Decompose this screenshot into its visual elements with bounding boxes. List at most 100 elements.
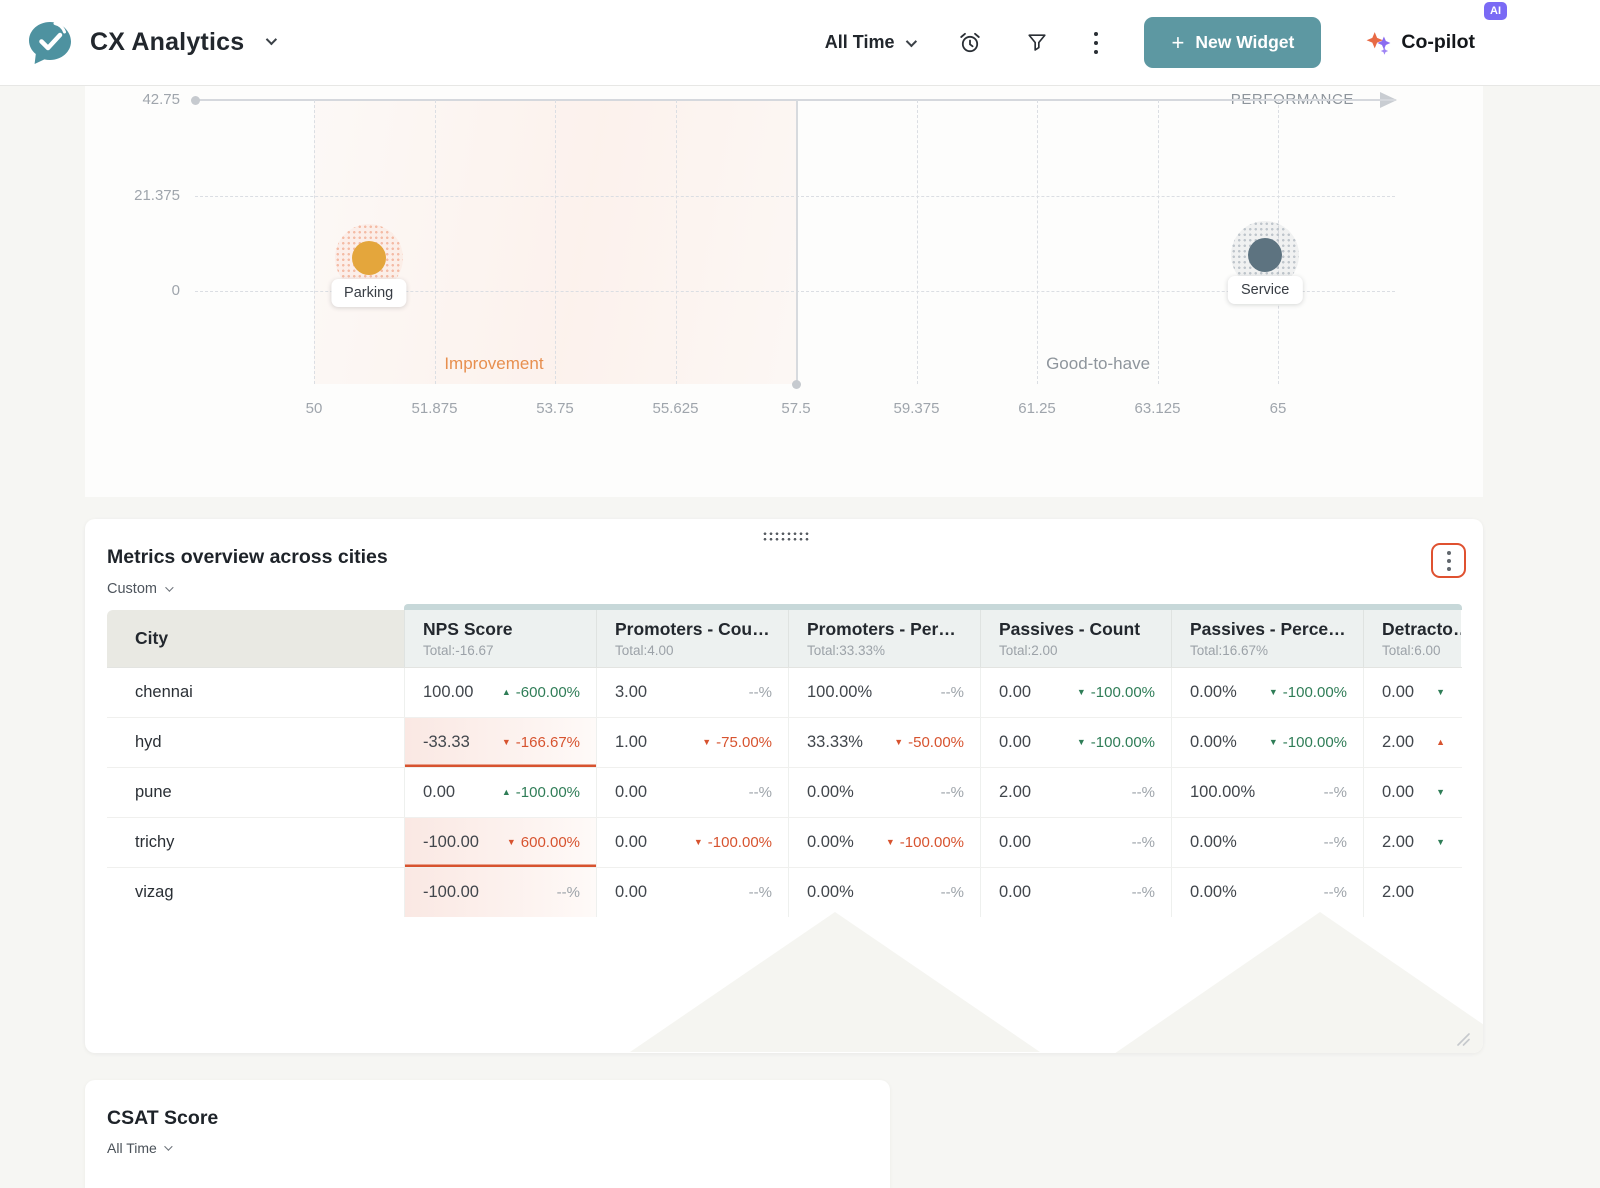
metric-delta: --% xyxy=(1131,884,1155,901)
table-header-row: City NPS Score Total:-16.67 Promoters - Cou… xyxy=(107,610,1462,668)
metric-cell: 100.00% --% xyxy=(1171,768,1363,817)
table-row[interactable]: pune 0.00 ▲ -100.00% 0.00 --% 0.00% --% 2.00 --% 1… xyxy=(107,768,1462,818)
copilot-button[interactable]: Co-pilot AI xyxy=(1365,1,1507,56)
metric-value: 2.00 xyxy=(999,783,1032,801)
metric-delta: --% xyxy=(1131,834,1155,851)
metric-cell: 0.00 --% xyxy=(980,868,1171,917)
x-axis-tick-label: 57.5 xyxy=(781,400,811,417)
new-widget-button[interactable]: + New Widget xyxy=(1144,17,1322,68)
widget-resize-handle[interactable] xyxy=(1455,1031,1470,1046)
metric-value: 0.00 xyxy=(615,783,648,801)
csat-title: CSAT Score xyxy=(107,1107,219,1129)
table-row[interactable]: hyd -33.33 ▼ -166.67% 1.00 ▼ -75.00% 33.33% ▼ -50… xyxy=(107,718,1462,768)
trend-down-icon: ▼ xyxy=(506,837,516,847)
metric-value: 2.00 xyxy=(1382,883,1415,901)
metric-cell: 2.00 ▲ xyxy=(1363,718,1461,767)
table-row[interactable]: chennai 100.00 ▲ -600.00% 3.00 --% 100.00% --% 0… xyxy=(107,668,1462,718)
metric-cell: 0.00 --% xyxy=(596,768,788,817)
threshold-divider-line xyxy=(796,100,798,384)
metric-cell: 2.00 ▼ xyxy=(1363,818,1461,867)
metric-value: 0.00 xyxy=(999,883,1032,901)
trend-down-icon: ▼ xyxy=(693,837,703,847)
priority-matrix-chart: PERFORMANCE 42.75 21.375 0 50 51.875 53.75 55.… xyxy=(85,86,1483,497)
metric-delta: ▼ -75.00% xyxy=(702,734,772,751)
gridline-vertical xyxy=(675,100,677,384)
metric-value: 0.00% xyxy=(807,783,854,801)
metric-delta: ▼ -100.00% xyxy=(885,834,964,851)
csat-time-filter-dropdown[interactable]: All Time xyxy=(107,1140,173,1156)
metric-delta: ▼ -100.00% xyxy=(693,834,772,851)
metric-value: 0.00 xyxy=(1382,683,1415,701)
metric-cell: 0.00 ▲ -100.00% xyxy=(404,768,596,817)
metric-delta: --% xyxy=(940,884,964,901)
gridline-vertical xyxy=(916,100,918,384)
metric-cell: 0.00 ▼ xyxy=(1363,768,1461,817)
metric-cell: 0.00% ▼ -100.00% xyxy=(1171,668,1363,717)
kebab-menu-icon xyxy=(1446,550,1451,571)
metric-delta: --% xyxy=(748,884,772,901)
gridline-horizontal xyxy=(195,99,1395,101)
zone-label-good-to-have: Good-to-have xyxy=(1046,354,1151,373)
column-header-total: Total:2.00 xyxy=(999,643,1058,658)
trend-down-icon: ▼ xyxy=(1436,687,1445,697)
table-row[interactable]: vizag -100.00 --% 0.00 --% 0.00% --% 0.00 --% 0.0… xyxy=(107,868,1462,917)
column-header[interactable]: Detracto… Total:6.00 xyxy=(1363,610,1461,667)
trend-down-icon: ▼ xyxy=(1268,737,1278,747)
metric-value: 100.00% xyxy=(807,683,873,701)
chevron-down-icon xyxy=(165,583,174,592)
widget-menu-button[interactable] xyxy=(1431,543,1466,578)
decorative-triangle xyxy=(1095,912,1483,1053)
data-point-label: Parking xyxy=(331,279,407,308)
axis-endpoint-dot xyxy=(191,96,200,105)
column-header[interactable]: Passives - Count Total:2.00 xyxy=(980,610,1171,667)
sparkle-icon xyxy=(1366,31,1391,55)
gridline-horizontal xyxy=(195,291,1395,292)
column-header-label: Promoters - Per… xyxy=(807,619,956,639)
metric-delta: ▼ xyxy=(1436,688,1445,697)
column-header[interactable]: Promoters - Cou… Total:4.00 xyxy=(596,610,788,667)
column-header-city[interactable]: City xyxy=(107,610,404,667)
widget-drag-handle[interactable] xyxy=(762,531,810,542)
metric-value: 0.00% xyxy=(1190,733,1237,751)
metric-cell: 33.33% ▼ -50.00% xyxy=(788,718,980,767)
metric-delta: --% xyxy=(1323,834,1347,851)
column-header[interactable]: Passives - Perce… Total:16.67% xyxy=(1171,610,1363,667)
metric-delta: ▼ 600.00% xyxy=(506,834,580,851)
column-header[interactable]: NPS Score Total:-16.67 xyxy=(404,610,596,667)
metric-value: 0.00% xyxy=(1190,833,1237,851)
trend-up-icon: ▲ xyxy=(501,787,511,797)
metric-cell: 0.00% ▼ -100.00% xyxy=(1171,718,1363,767)
metric-cell: 0.00 ▼ -100.00% xyxy=(980,668,1171,717)
column-header-label: NPS Score xyxy=(423,619,513,639)
custom-filter-dropdown[interactable]: Custom xyxy=(107,581,174,597)
metric-cell: 0.00 --% xyxy=(980,818,1171,867)
copilot-label: Co-pilot xyxy=(1401,31,1475,53)
filter-icon[interactable] xyxy=(1026,32,1048,54)
table-row[interactable]: trichy -100.00 ▼ 600.00% 0.00 ▼ -100.00% 0.00% ▼… xyxy=(107,818,1462,868)
alert-clock-icon[interactable] xyxy=(958,31,982,55)
overflow-menu-icon[interactable] xyxy=(1092,30,1100,56)
metric-delta: ▼ -166.67% xyxy=(501,734,580,751)
column-selection-strip xyxy=(404,604,1462,610)
workspace-chevron-icon[interactable] xyxy=(266,33,278,45)
metric-value: 100.00 xyxy=(423,683,474,701)
data-point-service[interactable] xyxy=(1248,238,1283,273)
app-logo-icon xyxy=(29,21,71,64)
metric-delta: ▼ -100.00% xyxy=(1076,684,1155,701)
metrics-table-widget: Metrics overview across cities Custom Ci… xyxy=(85,519,1483,1053)
trend-down-icon: ▼ xyxy=(1076,737,1086,747)
metric-delta: --% xyxy=(1323,884,1347,901)
metric-cell: 0.00 ▼ -100.00% xyxy=(596,818,788,867)
time-filter-dropdown[interactable]: All Time xyxy=(825,32,918,53)
column-header[interactable]: Promoters - Per… Total:33.33% xyxy=(788,610,980,667)
x-axis-tick-label: 61.25 xyxy=(1018,400,1056,417)
app-title: CX Analytics xyxy=(90,28,245,56)
x-axis-tick-label: 55.625 xyxy=(652,400,699,417)
metric-delta: ▲ xyxy=(1436,738,1445,747)
data-point-parking[interactable] xyxy=(351,241,386,276)
x-axis-tick-label: 65 xyxy=(1269,400,1287,417)
metric-cell: 2.00 xyxy=(1363,868,1461,917)
metric-delta: --% xyxy=(940,684,964,701)
metric-delta: ▼ -50.00% xyxy=(894,734,964,751)
metric-delta: ▲ -100.00% xyxy=(501,784,580,801)
